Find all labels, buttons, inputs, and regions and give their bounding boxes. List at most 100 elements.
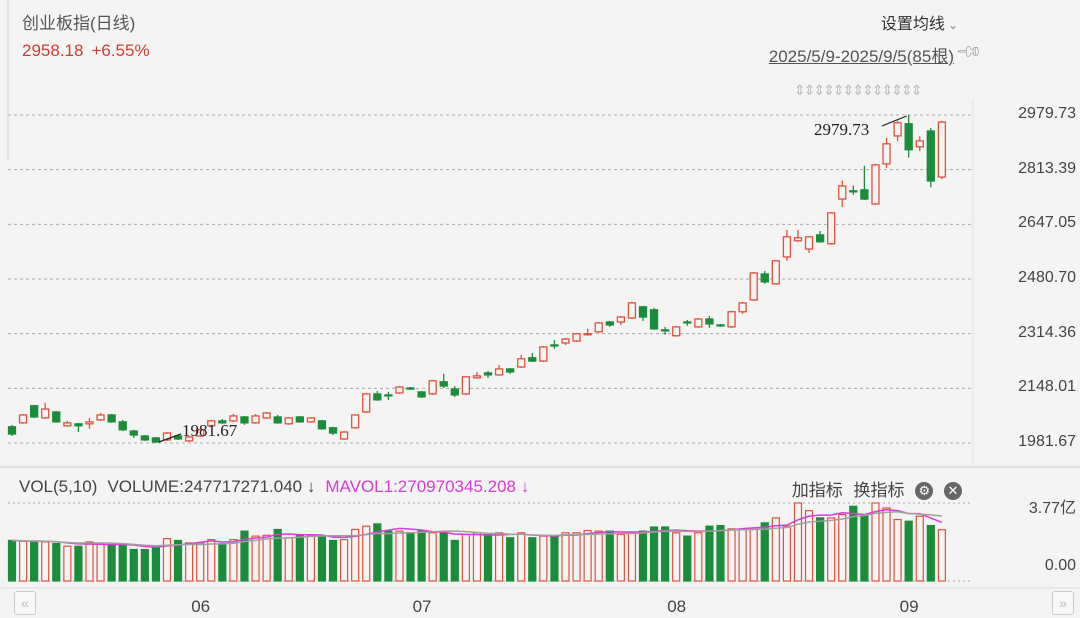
volume-bar-down bbox=[118, 543, 127, 582]
candle-up bbox=[351, 414, 360, 429]
volume-bar-up bbox=[85, 541, 94, 582]
candle-down bbox=[240, 416, 249, 424]
candle-down bbox=[649, 309, 659, 330]
candle-up bbox=[284, 417, 293, 425]
volume-bar-down bbox=[683, 535, 692, 582]
volume-bar-up bbox=[162, 537, 172, 582]
volume-bar-up bbox=[594, 530, 603, 582]
candle-up bbox=[937, 121, 947, 178]
candle-up bbox=[893, 122, 902, 137]
volume-bar-up bbox=[694, 532, 703, 582]
candle-up bbox=[572, 333, 581, 342]
candle-up bbox=[804, 236, 814, 250]
volume-bar-down bbox=[816, 517, 825, 582]
volume-indicator-name: VOL(5,10) bbox=[19, 477, 98, 496]
volume-bar-down bbox=[417, 530, 426, 582]
volume-tools: 加指标 换指标 ⚙ ✕ bbox=[786, 476, 962, 501]
volume-bar-up bbox=[893, 518, 902, 582]
candle-down bbox=[317, 420, 327, 430]
volume-bar-up bbox=[727, 528, 736, 582]
volume-bar-down bbox=[638, 530, 648, 582]
volume-bar-down bbox=[406, 532, 415, 582]
event-arrows[interactable]: ⇕⇕⇕⇕⇕⇕⇕⇕⇕⇕⇕⇕⇕ bbox=[794, 82, 922, 98]
volume-header: VOL(5,10) VOLUME:247717271.040 ↓ MAVOL1:27… bbox=[19, 477, 529, 497]
candle-down bbox=[328, 427, 338, 434]
candle-down bbox=[638, 306, 648, 318]
volume-bar-up bbox=[937, 529, 946, 582]
scroll-right-button[interactable]: » bbox=[1052, 591, 1074, 615]
volume-bar-up bbox=[284, 537, 293, 582]
volume-bar-down bbox=[450, 539, 459, 582]
switch-indicator-button[interactable]: 换指标 bbox=[853, 481, 905, 500]
volume-ma10-line bbox=[11, 510, 942, 547]
volume-bar-up bbox=[494, 532, 504, 582]
y-tick-label: 2979.73 bbox=[1018, 105, 1076, 122]
volume-bar-down bbox=[384, 530, 393, 582]
volume-bar-up bbox=[262, 534, 271, 582]
candle-up bbox=[339, 431, 349, 440]
y-tick-label: 1981.67 bbox=[1018, 433, 1076, 450]
x-tick-label: 09 bbox=[899, 597, 919, 616]
candle-down bbox=[29, 405, 39, 418]
candle-up bbox=[494, 368, 504, 376]
candle-down bbox=[7, 426, 17, 435]
volume-bar-down bbox=[550, 535, 559, 582]
candle-up bbox=[251, 415, 260, 424]
chart-title: 创业板指(日线) bbox=[22, 14, 136, 33]
volume-bar-down bbox=[904, 520, 913, 582]
candle-up bbox=[362, 393, 371, 413]
candle-up bbox=[583, 333, 592, 336]
candle-up bbox=[771, 260, 780, 285]
candle-down bbox=[373, 393, 382, 401]
volume-bar-up bbox=[882, 507, 891, 582]
add-indicator-button[interactable]: 加指标 bbox=[791, 481, 843, 500]
candle-down bbox=[384, 394, 393, 397]
volume-bar-up bbox=[572, 532, 581, 582]
candle-down bbox=[760, 273, 769, 283]
ma-setting-button[interactable]: 设置均线 ⌄ bbox=[881, 10, 958, 34]
candle-down bbox=[450, 388, 459, 396]
close-icon[interactable]: ✕ bbox=[944, 482, 962, 500]
candle-down bbox=[151, 437, 161, 443]
volume-bar-up bbox=[871, 502, 880, 582]
min-annotation-arrow bbox=[158, 433, 182, 443]
date-range-link[interactable]: 2025/5/9-2025/9/5(85根) bbox=[768, 47, 954, 66]
volume-bar-up bbox=[362, 525, 371, 582]
volume-bar-up bbox=[771, 517, 780, 582]
volume-bar-up bbox=[782, 525, 792, 582]
volume-bar-up bbox=[583, 529, 592, 582]
y-tick-label: 2813.39 bbox=[1018, 159, 1076, 177]
change-percent: +6.55% bbox=[91, 41, 150, 60]
candle-down bbox=[74, 423, 83, 427]
candle-up bbox=[472, 375, 482, 379]
ma-setting-label: 设置均线 bbox=[880, 16, 945, 33]
y-tick-label: 2314.36 bbox=[1018, 323, 1076, 341]
price-quote: 2958.18 +6.55% bbox=[22, 41, 158, 61]
candle-down bbox=[815, 234, 825, 243]
volume-bar-down bbox=[528, 537, 537, 582]
volume-bar-up bbox=[472, 532, 482, 582]
candle-up bbox=[838, 185, 847, 200]
candle-up bbox=[461, 376, 471, 395]
candle-up bbox=[694, 318, 703, 328]
volume-bar-down bbox=[52, 542, 61, 582]
volume-bar-down bbox=[273, 528, 282, 582]
candle-down bbox=[52, 411, 61, 423]
volume-bar-down bbox=[129, 548, 138, 582]
candle-up bbox=[162, 432, 172, 441]
volume-bar-down bbox=[107, 544, 116, 582]
volume-bar-up bbox=[738, 528, 747, 582]
volume-bar-down bbox=[760, 522, 769, 582]
candle-up bbox=[627, 302, 637, 319]
volume-bar-up bbox=[251, 535, 260, 582]
candle-up bbox=[616, 316, 625, 323]
gear-icon[interactable]: ⚙ bbox=[915, 482, 934, 500]
candle-down bbox=[528, 357, 537, 362]
volume-bar-down bbox=[151, 546, 161, 582]
scroll-left-button[interactable]: « bbox=[14, 591, 36, 615]
volume-bar-down bbox=[439, 532, 448, 582]
volume-bar-up bbox=[517, 532, 526, 582]
volume-bar-up bbox=[539, 535, 548, 582]
volume-bar-up bbox=[306, 535, 315, 582]
